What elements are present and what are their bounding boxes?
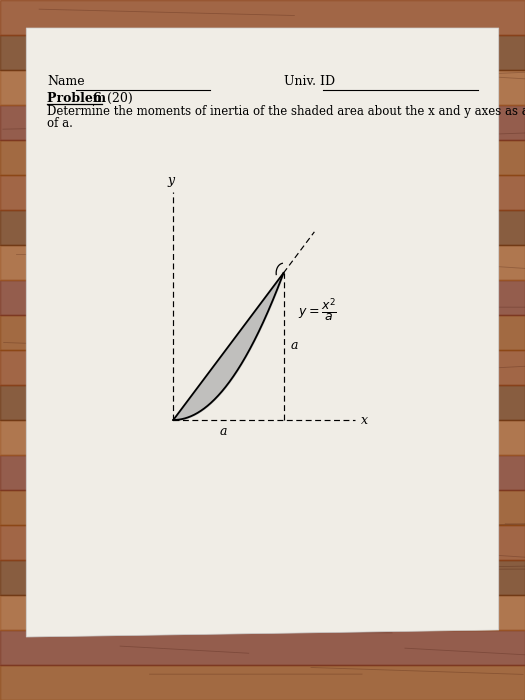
Text: a: a: [291, 340, 298, 352]
Bar: [0, 280, 525, 315]
Text: x: x: [361, 414, 369, 426]
Text: (20): (20): [103, 92, 133, 104]
Text: Name: Name: [47, 76, 85, 88]
Polygon shape: [26, 28, 499, 637]
Bar: [0, 175, 525, 210]
Bar: [0, 385, 525, 420]
Bar: [0, 350, 525, 385]
Bar: [0, 525, 525, 560]
Text: Determine the moments of inertia of the shaded area about the x and y axes as a : Determine the moments of inertia of the …: [47, 106, 525, 118]
Bar: [0, 210, 525, 245]
Bar: [0, 560, 525, 595]
Bar: [0, 105, 525, 140]
Bar: [0, 420, 525, 455]
Text: Problem: Problem: [47, 92, 111, 104]
Text: y: y: [167, 174, 174, 186]
Bar: [0, 315, 525, 350]
Bar: [0, 630, 525, 665]
Bar: [0, 595, 525, 630]
Bar: [0, 245, 525, 280]
Text: Univ. ID: Univ. ID: [284, 76, 334, 88]
Bar: [0, 490, 525, 525]
Text: a: a: [219, 425, 227, 438]
Text: of a.: of a.: [47, 118, 73, 130]
Bar: [0, 70, 525, 105]
Bar: [0, 140, 525, 175]
Bar: [0, 35, 525, 70]
Bar: [0, 665, 525, 700]
Text: 6: 6: [92, 92, 100, 104]
Bar: [0, 0, 525, 35]
Bar: [0, 455, 525, 490]
Text: $y = \dfrac{x^2}{a}$: $y = \dfrac{x^2}{a}$: [298, 296, 337, 323]
